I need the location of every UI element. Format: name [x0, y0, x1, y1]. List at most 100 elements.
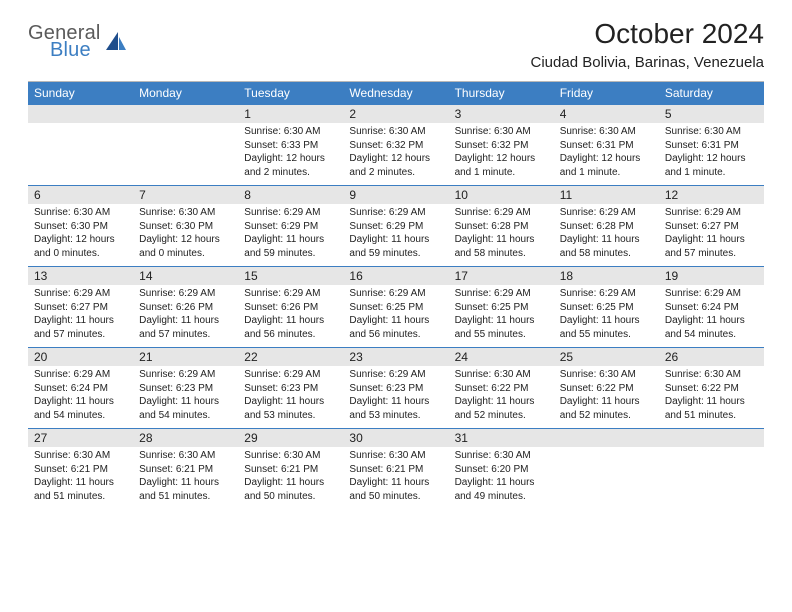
sunset-text: Sunset: 6:24 PM [665, 301, 758, 315]
sunset-text: Sunset: 6:26 PM [244, 301, 337, 315]
daylight-text: Daylight: 11 hours and 54 minutes. [34, 395, 127, 422]
day-number: 25 [554, 348, 659, 366]
day-number: 31 [449, 429, 554, 447]
day-detail: Sunrise: 6:30 AMSunset: 6:21 PMDaylight:… [133, 447, 238, 509]
sunset-text: Sunset: 6:32 PM [455, 139, 548, 153]
sunset-text: Sunset: 6:21 PM [139, 463, 232, 477]
daytext-row: Sunrise: 6:30 AMSunset: 6:21 PMDaylight:… [28, 447, 764, 509]
day-number [133, 105, 238, 123]
day-detail: Sunrise: 6:29 AMSunset: 6:27 PMDaylight:… [28, 285, 133, 347]
day-detail: Sunrise: 6:29 AMSunset: 6:27 PMDaylight:… [659, 204, 764, 266]
sunrise-text: Sunrise: 6:29 AM [349, 287, 442, 301]
sunset-text: Sunset: 6:29 PM [244, 220, 337, 234]
sunset-text: Sunset: 6:32 PM [349, 139, 442, 153]
sunset-text: Sunset: 6:29 PM [349, 220, 442, 234]
day-detail [28, 123, 133, 185]
daylight-text: Daylight: 12 hours and 1 minute. [665, 152, 758, 179]
sunrise-text: Sunrise: 6:29 AM [139, 287, 232, 301]
day-detail [659, 447, 764, 509]
sunset-text: Sunset: 6:25 PM [560, 301, 653, 315]
sunrise-text: Sunrise: 6:29 AM [139, 368, 232, 382]
day-detail: Sunrise: 6:29 AMSunset: 6:23 PMDaylight:… [238, 366, 343, 428]
day-number: 13 [28, 267, 133, 285]
daylight-text: Daylight: 11 hours and 51 minutes. [34, 476, 127, 503]
sunset-text: Sunset: 6:27 PM [665, 220, 758, 234]
daylight-text: Daylight: 12 hours and 0 minutes. [139, 233, 232, 260]
week-row: 2728293031Sunrise: 6:30 AMSunset: 6:21 P… [28, 428, 764, 509]
sunrise-text: Sunrise: 6:29 AM [34, 368, 127, 382]
sunset-text: Sunset: 6:26 PM [139, 301, 232, 315]
daynum-row: 6789101112 [28, 186, 764, 204]
day-number: 4 [554, 105, 659, 123]
daylight-text: Daylight: 11 hours and 53 minutes. [349, 395, 442, 422]
day-number: 27 [28, 429, 133, 447]
daylight-text: Daylight: 11 hours and 56 minutes. [349, 314, 442, 341]
day-detail: Sunrise: 6:29 AMSunset: 6:23 PMDaylight:… [133, 366, 238, 428]
weekday-saturday: Saturday [659, 82, 764, 105]
sunset-text: Sunset: 6:33 PM [244, 139, 337, 153]
sunset-text: Sunset: 6:30 PM [34, 220, 127, 234]
day-number [659, 429, 764, 447]
brand-text: General Blue [28, 24, 101, 60]
sunrise-text: Sunrise: 6:29 AM [665, 287, 758, 301]
sunset-text: Sunset: 6:25 PM [455, 301, 548, 315]
weekday-thursday: Thursday [449, 82, 554, 105]
sunrise-text: Sunrise: 6:30 AM [665, 125, 758, 139]
daylight-text: Daylight: 11 hours and 50 minutes. [349, 476, 442, 503]
daytext-row: Sunrise: 6:29 AMSunset: 6:27 PMDaylight:… [28, 285, 764, 347]
day-detail: Sunrise: 6:29 AMSunset: 6:26 PMDaylight:… [133, 285, 238, 347]
week-row: 6789101112Sunrise: 6:30 AMSunset: 6:30 P… [28, 185, 764, 266]
daylight-text: Daylight: 11 hours and 50 minutes. [244, 476, 337, 503]
header-row: General Blue October 2024 Ciudad Bolivia… [28, 18, 764, 71]
brand-logo: General Blue [28, 24, 127, 60]
daylight-text: Daylight: 11 hours and 51 minutes. [139, 476, 232, 503]
sunrise-text: Sunrise: 6:30 AM [560, 368, 653, 382]
day-detail: Sunrise: 6:30 AMSunset: 6:32 PMDaylight:… [449, 123, 554, 185]
sunset-text: Sunset: 6:30 PM [139, 220, 232, 234]
daytext-row: Sunrise: 6:30 AMSunset: 6:30 PMDaylight:… [28, 204, 764, 266]
daylight-text: Daylight: 12 hours and 2 minutes. [349, 152, 442, 179]
calendar-page: General Blue October 2024 Ciudad Bolivia… [0, 0, 792, 519]
daylight-text: Daylight: 11 hours and 54 minutes. [139, 395, 232, 422]
weeks-container: 12345Sunrise: 6:30 AMSunset: 6:33 PMDayl… [28, 105, 764, 509]
day-detail: Sunrise: 6:29 AMSunset: 6:25 PMDaylight:… [343, 285, 448, 347]
day-number: 5 [659, 105, 764, 123]
sunrise-text: Sunrise: 6:30 AM [349, 125, 442, 139]
day-number: 8 [238, 186, 343, 204]
sunrise-text: Sunrise: 6:30 AM [665, 368, 758, 382]
daylight-text: Daylight: 11 hours and 53 minutes. [244, 395, 337, 422]
sunset-text: Sunset: 6:28 PM [560, 220, 653, 234]
sail-icon [105, 31, 127, 56]
daylight-text: Daylight: 12 hours and 2 minutes. [244, 152, 337, 179]
day-number: 21 [133, 348, 238, 366]
sunrise-text: Sunrise: 6:30 AM [34, 449, 127, 463]
sunset-text: Sunset: 6:24 PM [34, 382, 127, 396]
calendar-grid: Sunday Monday Tuesday Wednesday Thursday… [28, 81, 764, 509]
daynum-row: 13141516171819 [28, 267, 764, 285]
daylight-text: Daylight: 11 hours and 57 minutes. [139, 314, 232, 341]
day-number: 29 [238, 429, 343, 447]
day-detail: Sunrise: 6:29 AMSunset: 6:26 PMDaylight:… [238, 285, 343, 347]
day-number: 26 [659, 348, 764, 366]
day-detail: Sunrise: 6:29 AMSunset: 6:25 PMDaylight:… [554, 285, 659, 347]
daylight-text: Daylight: 11 hours and 59 minutes. [244, 233, 337, 260]
sunset-text: Sunset: 6:25 PM [349, 301, 442, 315]
location-label: Ciudad Bolivia, Barinas, Venezuela [531, 54, 764, 71]
day-detail: Sunrise: 6:30 AMSunset: 6:33 PMDaylight:… [238, 123, 343, 185]
daylight-text: Daylight: 11 hours and 55 minutes. [455, 314, 548, 341]
daynum-row: 2728293031 [28, 429, 764, 447]
day-number: 23 [343, 348, 448, 366]
weekday-wednesday: Wednesday [343, 82, 448, 105]
day-detail: Sunrise: 6:30 AMSunset: 6:32 PMDaylight:… [343, 123, 448, 185]
day-number: 11 [554, 186, 659, 204]
daylight-text: Daylight: 11 hours and 57 minutes. [665, 233, 758, 260]
day-number: 19 [659, 267, 764, 285]
daylight-text: Daylight: 11 hours and 52 minutes. [560, 395, 653, 422]
sunrise-text: Sunrise: 6:30 AM [560, 125, 653, 139]
week-row: 13141516171819Sunrise: 6:29 AMSunset: 6:… [28, 266, 764, 347]
day-number [554, 429, 659, 447]
day-detail: Sunrise: 6:30 AMSunset: 6:20 PMDaylight:… [449, 447, 554, 509]
day-detail: Sunrise: 6:30 AMSunset: 6:31 PMDaylight:… [659, 123, 764, 185]
week-row: 12345Sunrise: 6:30 AMSunset: 6:33 PMDayl… [28, 105, 764, 185]
daylight-text: Daylight: 11 hours and 56 minutes. [244, 314, 337, 341]
